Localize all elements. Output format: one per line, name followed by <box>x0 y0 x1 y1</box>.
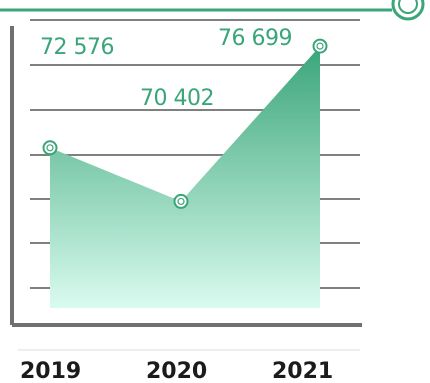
x-tick-labels: 2019 2020 2021 <box>20 359 333 383</box>
data-point-2020 <box>173 193 189 209</box>
data-area <box>50 46 320 308</box>
value-label-2020: 70 402 <box>140 86 214 111</box>
value-labels: 72 576 70 402 76 699 <box>40 26 292 111</box>
data-point-2019 <box>42 140 58 156</box>
x-tick-label-2021: 2021 <box>272 359 333 383</box>
x-tick-label-2020: 2020 <box>146 359 207 383</box>
value-label-2021: 76 699 <box>218 26 292 51</box>
value-label-2019: 72 576 <box>40 35 114 60</box>
header-ring-inner-icon <box>398 0 418 14</box>
data-points <box>42 38 328 209</box>
x-tick-label-2019: 2019 <box>20 359 81 383</box>
data-point-2021 <box>312 38 328 54</box>
header-ring-icon <box>391 0 425 21</box>
